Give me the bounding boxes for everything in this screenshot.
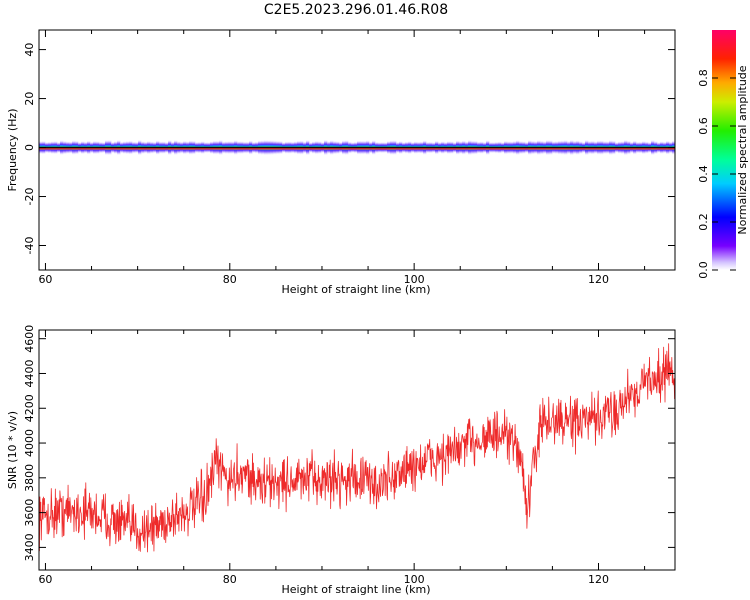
y-tick-label: 3600: [23, 499, 36, 527]
y-tick-label: 40: [23, 43, 36, 57]
y-tick-label: 20: [23, 92, 36, 106]
y-tick-label: 4600: [23, 325, 36, 353]
colorbar-tick-label: 0.2: [697, 213, 710, 231]
y-tick-label: -20: [23, 188, 36, 206]
spectrogram-frame: [38, 29, 676, 271]
snr-series-line: [39, 343, 675, 553]
colorbar: 0.0 0.2 0.4 0.6 0.8 Normalized spectral ampl…: [697, 30, 749, 279]
x-tick-label: 80: [223, 273, 237, 286]
spectrogram-ylabel: Frequency (Hz): [6, 109, 19, 192]
y-tick-label: -40: [23, 237, 36, 255]
spectrogram-xlabel: Height of straight line (km): [281, 283, 430, 296]
snr-xlabel: Height of straight line (km): [281, 583, 430, 596]
spectrogram-ticks: 60 80 100 120 -40 -20 0 20 40: [23, 30, 675, 286]
x-tick-label: 60: [38, 273, 52, 286]
spectral-band: [39, 139, 675, 156]
y-tick-label: 4200: [23, 394, 36, 422]
y-tick-label: 4400: [23, 359, 36, 387]
y-tick-label: 3400: [23, 533, 36, 561]
snr-ylabel: SNR (10 * v/v): [6, 411, 19, 489]
snr-frame: [38, 329, 676, 571]
figure-title: C2E5.2023.296.01.46.R08: [264, 2, 448, 18]
colorbar-tick-label: 0.8: [697, 69, 710, 87]
y-tick-label: 4000: [23, 429, 36, 457]
x-tick-label: 100: [404, 273, 425, 286]
colorbar-tick-label: 0.4: [697, 165, 710, 183]
snr-panel: 60 80 100 120 3400 3600 3800 4000 4200 4400 4600 H…: [6, 325, 676, 596]
colorbar-label: Normalized spectral amplitude: [736, 65, 749, 234]
y-tick-label: 3800: [23, 464, 36, 492]
snr-ticks: 60 80 100 120 3400 3600 3800 4000 4200 4400 4600: [23, 325, 675, 586]
colorbar-tick-label: 0.0: [697, 261, 710, 279]
x-tick-label: 100: [404, 573, 425, 586]
colorbar-ticks: 0.0 0.2 0.4 0.6 0.8: [697, 69, 736, 279]
colorbar-tick-label: 0.6: [697, 117, 710, 135]
x-tick-label: 80: [223, 573, 237, 586]
x-tick-label: 120: [588, 573, 609, 586]
x-tick-label: 120: [588, 273, 609, 286]
y-tick-label: 0: [23, 144, 36, 151]
spectrogram-panel: 60 80 100 120 -40 -20 0 20 40 Height of straight…: [6, 29, 676, 296]
colorbar-gradient: [712, 30, 736, 270]
x-tick-label: 60: [38, 573, 52, 586]
